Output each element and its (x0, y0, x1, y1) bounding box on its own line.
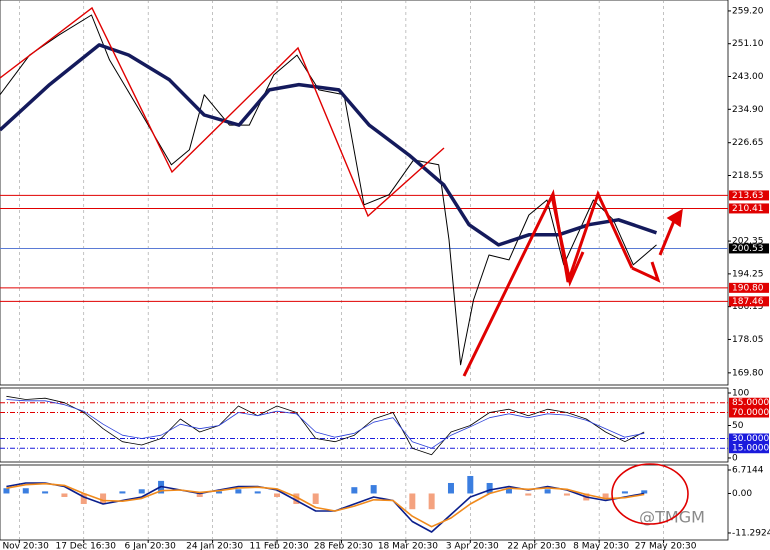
x-tick-label: 11 Feb 20:30 (250, 542, 309, 550)
y-tick-label: -11.2924 (732, 528, 770, 538)
y-tick-label: 234.90 (732, 105, 764, 115)
histogram-bar (42, 491, 49, 494)
y-tick-label: 178.05 (732, 335, 764, 345)
arrow (631, 261, 661, 283)
histogram-bar (119, 491, 126, 494)
histogram-bar (274, 493, 281, 497)
y-tick-label: 6.7144 (732, 465, 764, 475)
histogram-bar (467, 475, 474, 494)
histogram-bar (525, 493, 532, 496)
y-tick-label: 251.10 (732, 39, 764, 49)
x-tick-label: 28 Feb 20:30 (314, 542, 373, 550)
x-tick-label: 27 May 20:30 (635, 542, 697, 550)
level-label: 190.80 (732, 283, 764, 293)
histogram-bar (100, 493, 107, 504)
arrow-head (666, 208, 683, 228)
y-tick-label: 194.25 (732, 269, 764, 279)
histogram-bar (3, 488, 10, 494)
series-line (6, 395, 645, 456)
histogram-bar (235, 489, 242, 494)
hand-drawn-annotations (0, 6, 689, 525)
level-label-box (729, 203, 769, 214)
histogram-bar (196, 493, 203, 497)
histogram-bar (544, 489, 551, 494)
highlight-circle (611, 463, 689, 525)
level-label-box (729, 190, 769, 201)
y-tick-label: 226.65 (732, 138, 764, 148)
histogram-bar (293, 493, 300, 504)
level-label: 200.53 (732, 244, 764, 254)
histogram-bar (621, 491, 628, 494)
histogram-bar (22, 488, 29, 494)
level-label: 213.63 (732, 191, 764, 201)
histogram-bar (428, 493, 435, 510)
histogram-bar (641, 490, 648, 494)
x-tick-label: 24 Jan 20:30 (186, 542, 243, 550)
histogram-bar (563, 493, 570, 496)
panel-frame (0, 387, 729, 463)
zigzag-annotation (0, 6, 445, 218)
y-tick-label: 50 (732, 421, 744, 431)
panel-frame (0, 0, 729, 386)
y-tick-label: 259.20 (732, 6, 764, 16)
y-tick-label: 169.80 (732, 368, 764, 378)
histogram-bar (312, 493, 319, 504)
histogram-bar (505, 488, 512, 494)
y-tick-label: 202.35 (732, 237, 764, 247)
level-label-box (729, 407, 769, 418)
histogram-bar (138, 489, 145, 494)
histogram-bar (602, 493, 609, 499)
histogram-bar (447, 482, 454, 494)
histogram-bar (351, 487, 358, 494)
x-tick-label: 3 Apr 20:30 (446, 542, 499, 550)
y-tick-label: 0 (732, 453, 738, 463)
level-label: 210.41 (732, 204, 764, 214)
x-tick-label: 18 Mar 20:30 (378, 542, 438, 550)
histogram-bar (370, 485, 377, 494)
level-label: 30.0000 (732, 434, 769, 444)
x-tick-label: 8 May 20:30 (573, 542, 629, 550)
level-label: 70.0000 (732, 408, 769, 418)
watermark: @TMGM (639, 508, 705, 527)
x-tick-label: 22 Apr 20:30 (507, 542, 566, 550)
x-tick-label: 6 Jan 20:30 (125, 542, 177, 550)
histogram-bar (216, 491, 223, 494)
level-label-box (729, 296, 769, 307)
level-label-box (729, 282, 769, 293)
level-label-box (729, 433, 769, 444)
arrow (550, 195, 585, 287)
zigzag-annotation (462, 189, 634, 377)
y-tick-label: 186.15 (732, 302, 764, 312)
x-tick-label: 17 Dec 16:30 (55, 542, 116, 550)
y-tick-label: 243.00 (732, 72, 764, 82)
y-tick-label: 218.55 (732, 171, 764, 181)
y-tick-label: 0.00 (732, 489, 752, 499)
histogram-bar (80, 493, 87, 504)
histogram-bar (409, 493, 416, 510)
histogram-bar (486, 482, 493, 494)
level-label: 15.0000 (732, 444, 769, 454)
series-line (0, 14, 657, 366)
panel-frame (0, 464, 729, 541)
y-tick-label: 100 (732, 389, 749, 399)
series-line (6, 399, 645, 449)
series-line (6, 482, 645, 528)
level-label-box (729, 397, 769, 408)
level-label-box (729, 443, 769, 454)
level-label: 187.46 (732, 297, 764, 307)
series-line (0, 43, 658, 247)
histogram-bar (61, 493, 68, 497)
x-tick-label: 7 Nov 20:30 (0, 542, 49, 550)
histogram-bar (254, 491, 261, 494)
level-label-box (729, 243, 769, 254)
level-label: 85.0000 (732, 398, 769, 408)
arrow (658, 215, 678, 256)
